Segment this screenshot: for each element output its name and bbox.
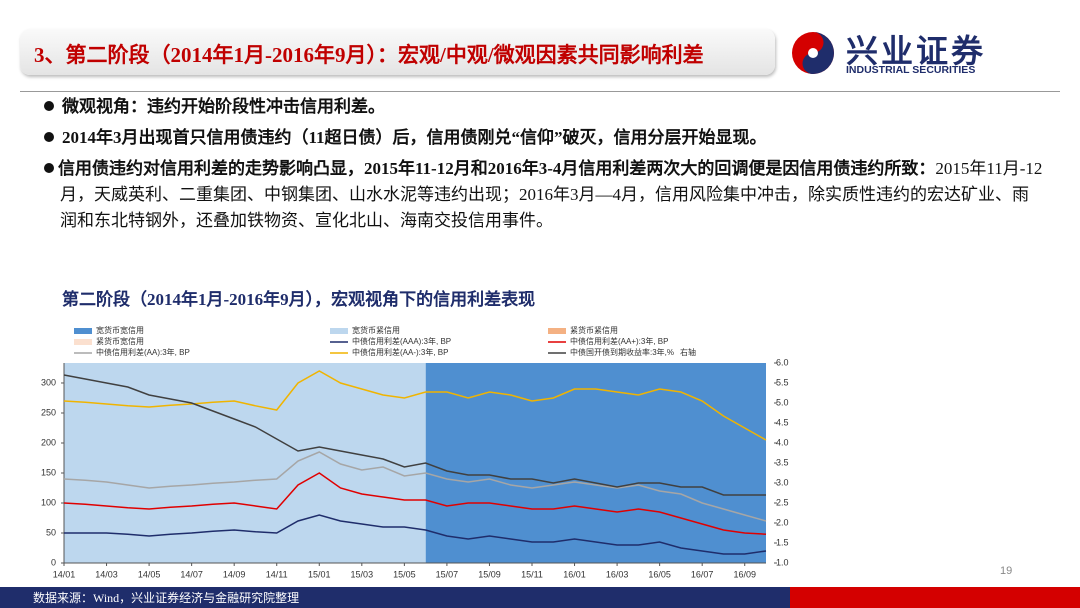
legend-label: 紧货币宽信用 — [96, 336, 144, 346]
legend-swatch — [330, 328, 348, 334]
series-line — [63, 370, 767, 441]
series-line — [64, 514, 767, 555]
logo-text: 兴业证券 — [846, 32, 987, 70]
logo-icon — [792, 32, 834, 74]
y-tick-label: 0 — [51, 557, 56, 567]
legend-label: 中债信用利差(AAA):3年, BP — [352, 336, 451, 346]
legend-label: 中债国开债到期收益率:3年,% — [570, 347, 674, 357]
x-tick-label: 14/05 — [138, 569, 161, 579]
chart: 第二阶段（2014年1月-2016年9月），宏观视角下的信用利差表现 0 50 10… — [41, 289, 789, 579]
bullet-text: 2014年3月出现首只信用债违约（11超日债）后，信用债刚兑“信仰”破灭，信用分… — [62, 128, 767, 147]
x-tick-label: 14/03 — [95, 569, 118, 579]
header-title: 3、第二阶段（2014年1月-2016年9月）：宏观/中观/微观因素共同影响利差 — [34, 43, 704, 67]
y-tick-label: 250 — [41, 407, 56, 417]
footer-bar — [0, 587, 790, 608]
chart-title: 第二阶段（2014年1月-2016年9月），宏观视角下的信用利差表现 — [62, 289, 535, 309]
series-line — [63, 374, 766, 496]
legend-note: 右轴 — [680, 347, 696, 357]
y2-tick-label: 4.5 — [776, 417, 789, 427]
y-tick-label: 150 — [41, 467, 56, 477]
divider — [20, 91, 1060, 92]
legend-label: 紧货币紧信用 — [570, 325, 618, 335]
y2-tick-label: 1.0 — [776, 557, 789, 567]
legend-swatch — [74, 328, 92, 334]
header-bar: 3、第二阶段（2014年1月-2016年9月）：宏观/中观/微观因素共同影响利差 — [20, 29, 775, 75]
series-line — [63, 451, 767, 522]
legend-swatch — [74, 339, 92, 345]
y2-tick-label: 6.0 — [776, 357, 789, 367]
series-line — [63, 472, 767, 535]
x-tick-label: 15/09 — [478, 569, 501, 579]
bullet: 信用债违约对信用利差的走势影响凸显，2015年11-12月和2016年3-4月信… — [44, 156, 1044, 234]
x-tick-label: 16/01 — [563, 569, 586, 579]
x-tick-label: 15/05 — [393, 569, 416, 579]
bullet-text: 微观视角：违约开始阶段性冲击信用利差。 — [62, 97, 385, 116]
y2-tick-label: 5.5 — [776, 377, 789, 387]
x-tick-label: 14/11 — [266, 569, 288, 579]
x-tick-label: 14/09 — [223, 569, 246, 579]
x-tick-label: 14/01 — [53, 569, 76, 579]
y2-tick-label: 3.0 — [776, 477, 789, 487]
x-tick-label: 15/01 — [308, 569, 331, 579]
x-tick-label: 15/11 — [521, 569, 543, 579]
bullet-text: 2015年11月-12月，天威英利、二重集团、中钢集团、山水水泥等违约出现；20… — [60, 159, 1043, 230]
x-tick-label: 16/03 — [606, 569, 629, 579]
y2-tick-label: 5.0 — [776, 397, 789, 407]
legend-label: 中债信用利差(AA+):3年, BP — [570, 336, 668, 346]
x-tick-label: 14/07 — [180, 569, 203, 579]
y2-tick-label: 2.0 — [776, 517, 789, 527]
logo-subtext: INDUSTRIAL SECURITIES — [846, 64, 976, 76]
footer-accent — [790, 587, 1080, 608]
y2-tick-label: 1.5 — [776, 537, 789, 547]
y2-tick-label: 4.0 — [776, 437, 789, 447]
legend-label: 中债信用利差(AA-):3年, BP — [352, 347, 448, 357]
legend-swatch — [548, 328, 566, 334]
bullet: 2014年3月出现首只信用债违约（11超日债）后，信用债刚兑“信仰”破灭，信用分… — [44, 125, 1049, 151]
bullet: 微观视角：违约开始阶段性冲击信用利差。 — [44, 94, 1049, 120]
legend-label: 中债信用利差(AA):3年, BP — [96, 347, 190, 357]
regime-band — [425, 363, 766, 563]
y2-tick-label: 2.5 — [776, 497, 789, 507]
regime-band — [64, 363, 426, 563]
y-tick-label: 300 — [41, 377, 56, 387]
page-number: 19 — [1000, 565, 1013, 577]
x-tick-label: 16/07 — [691, 569, 714, 579]
x-tick-label: 16/09 — [733, 569, 756, 579]
legend-label: 宽货币宽信用 — [96, 325, 144, 335]
x-tick-label: 15/07 — [436, 569, 459, 579]
y-tick-label: 100 — [41, 497, 56, 507]
legend-label: 宽货币紧信用 — [352, 325, 400, 335]
y-tick-label: 50 — [46, 527, 56, 537]
bullet-text: 信用债违约对信用利差的走势影响凸显，2015年11-12月和2016年3-4月信… — [58, 159, 936, 178]
source-note: 数据来源：Wind，兴业证券经济与金融研究院整理 — [33, 591, 300, 605]
y-tick-label: 200 — [41, 437, 56, 447]
y2-tick-label: 3.5 — [776, 457, 789, 467]
x-tick-label: 16/05 — [648, 569, 671, 579]
x-tick-label: 15/03 — [351, 569, 374, 579]
